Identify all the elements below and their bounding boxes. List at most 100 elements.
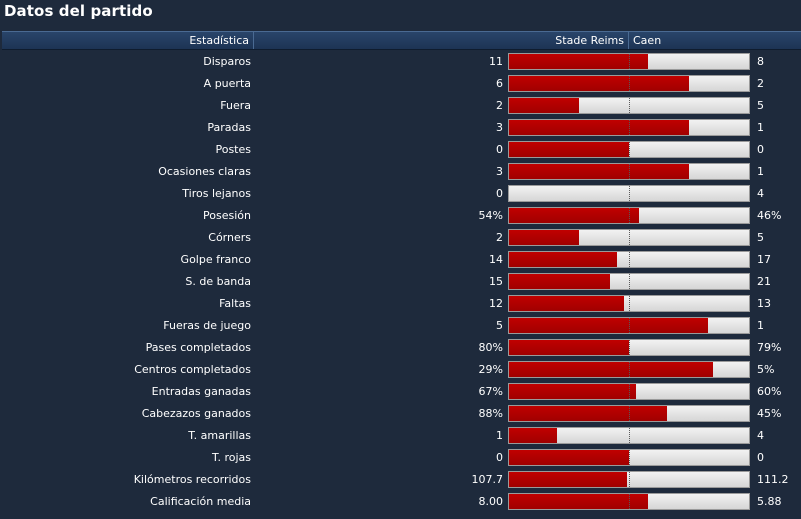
midpoint-marker xyxy=(629,142,630,157)
stat-label: Disparos xyxy=(203,55,251,68)
away-value: 5% xyxy=(757,363,775,376)
midpoint-marker xyxy=(629,120,630,135)
home-share-fill xyxy=(509,340,629,355)
stat-row: Kilómetros recorridos 107.7 111.2 xyxy=(0,469,801,491)
away-value: 0 xyxy=(757,143,764,156)
midpoint-marker xyxy=(629,428,630,443)
midpoint-marker xyxy=(629,54,630,69)
stat-row: Centros completados 29% 5% xyxy=(0,359,801,381)
midpoint-marker xyxy=(629,318,630,333)
stat-row: Fueras de juego 5 1 xyxy=(0,315,801,337)
away-value: 46% xyxy=(757,209,782,222)
home-share-fill xyxy=(509,296,625,311)
home-value: 11 xyxy=(489,55,503,68)
away-value: 111.2 xyxy=(757,473,789,486)
comparison-bar xyxy=(508,53,750,70)
home-value: 1 xyxy=(496,429,503,442)
midpoint-marker xyxy=(629,450,630,465)
away-value: 5 xyxy=(757,99,764,112)
away-value: 4 xyxy=(757,187,764,200)
midpoint-marker xyxy=(629,186,630,201)
stat-row: Tiros lejanos 0 4 xyxy=(0,183,801,205)
away-value: 21 xyxy=(757,275,771,288)
midpoint-marker xyxy=(629,406,630,421)
midpoint-marker xyxy=(629,76,630,91)
home-share-fill xyxy=(509,494,649,509)
home-value: 54% xyxy=(478,209,503,222)
stat-row: Postes 0 0 xyxy=(0,139,801,161)
stat-label: T. rojas xyxy=(212,451,251,464)
home-value: 88% xyxy=(478,407,503,420)
home-value: 107.7 xyxy=(471,473,504,486)
stat-label: Golpe franco xyxy=(180,253,251,266)
away-value: 2 xyxy=(757,77,764,90)
midpoint-marker xyxy=(629,274,630,289)
home-share-fill xyxy=(509,142,629,157)
home-share-fill xyxy=(509,384,637,399)
home-value: 12 xyxy=(489,297,503,310)
home-share-fill xyxy=(509,76,689,91)
stat-label: T. amarillas xyxy=(188,429,251,442)
stat-label: Fuera xyxy=(220,99,251,112)
stat-label: Centros completados xyxy=(134,363,251,376)
stat-row: Paradas 3 1 xyxy=(0,117,801,139)
column-header-home-team[interactable]: Stade Reims xyxy=(254,32,629,49)
home-value: 3 xyxy=(496,165,503,178)
comparison-bar xyxy=(508,163,750,180)
home-value: 3 xyxy=(496,121,503,134)
stat-label: Posesión xyxy=(203,209,251,222)
stat-row: Disparos 11 8 xyxy=(0,51,801,73)
home-share-fill xyxy=(509,208,639,223)
comparison-bar xyxy=(508,427,750,444)
comparison-bar xyxy=(508,229,750,246)
page-title: Datos del partido xyxy=(4,2,153,20)
home-share-fill xyxy=(509,252,617,267)
comparison-bar xyxy=(508,273,750,290)
home-value: 5 xyxy=(496,319,503,332)
away-value: 17 xyxy=(757,253,771,266)
home-value: 0 xyxy=(496,451,503,464)
away-value: 79% xyxy=(757,341,782,354)
stat-row: T. amarillas 1 4 xyxy=(0,425,801,447)
away-value: 13 xyxy=(757,297,771,310)
comparison-bar xyxy=(508,449,750,466)
away-value: 1 xyxy=(757,319,764,332)
home-value: 6 xyxy=(496,77,503,90)
midpoint-marker xyxy=(629,340,630,355)
column-header-away-team[interactable]: Caen xyxy=(633,34,662,47)
home-value: 80% xyxy=(478,341,503,354)
comparison-bar xyxy=(508,251,750,268)
away-value: 45% xyxy=(757,407,782,420)
stat-label: Kilómetros recorridos xyxy=(133,473,251,486)
comparison-bar xyxy=(508,361,750,378)
stat-label: Ocasiones claras xyxy=(158,165,251,178)
stat-label: Cabezazos ganados xyxy=(141,407,251,420)
stat-label: Pases completados xyxy=(145,341,251,354)
midpoint-marker xyxy=(629,494,630,509)
comparison-bar xyxy=(508,383,750,400)
midpoint-marker xyxy=(629,472,630,487)
stat-row: Ocasiones claras 3 1 xyxy=(0,161,801,183)
comparison-bar xyxy=(508,339,750,356)
stat-row: Faltas 12 13 xyxy=(0,293,801,315)
away-value: 60% xyxy=(757,385,782,398)
column-header-stat[interactable]: Estadística xyxy=(2,32,254,49)
stat-label: A puerta xyxy=(203,77,251,90)
comparison-bar xyxy=(508,295,750,312)
stat-label: Entradas ganadas xyxy=(151,385,251,398)
comparison-bar xyxy=(508,185,750,202)
comparison-bar xyxy=(508,207,750,224)
away-value: 8 xyxy=(757,55,764,68)
stat-row: Córners 2 5 xyxy=(0,227,801,249)
home-value: 67% xyxy=(478,385,503,398)
home-share-fill xyxy=(509,230,579,245)
midpoint-marker xyxy=(629,164,630,179)
stat-label: Paradas xyxy=(207,121,251,134)
home-share-fill xyxy=(509,362,713,377)
stat-row: Posesión 54% 46% xyxy=(0,205,801,227)
stat-row: A puerta 6 2 xyxy=(0,73,801,95)
midpoint-marker xyxy=(629,384,630,399)
stat-row: Cabezazos ganados 88% 45% xyxy=(0,403,801,425)
home-share-fill xyxy=(509,274,610,289)
stat-label: Tiros lejanos xyxy=(182,187,251,200)
